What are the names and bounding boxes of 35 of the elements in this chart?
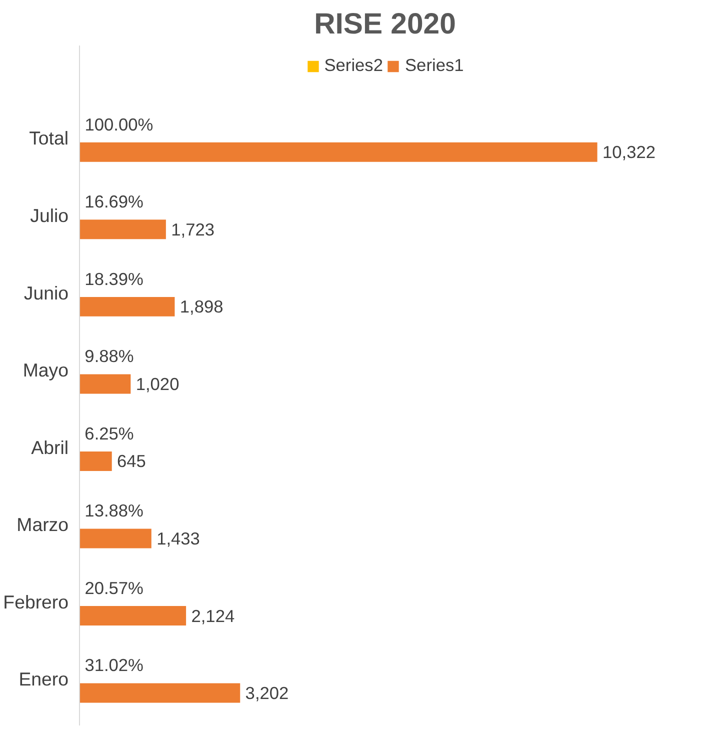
- data-label: 18.39%: [84, 268, 144, 289]
- legend-label: Series2: [324, 55, 383, 76]
- y-tick-label: Febrero: [3, 591, 69, 612]
- data-label: 1,433: [156, 528, 200, 548]
- data-label: 100.00%: [84, 114, 154, 134]
- data-label: 1,898: [180, 296, 224, 317]
- bar: [80, 374, 131, 394]
- y-tick-label: Enero: [18, 668, 69, 690]
- data-label: 1,020: [136, 374, 180, 394]
- bar: [80, 451, 112, 471]
- y-tick-label: Marzo: [16, 514, 69, 536]
- bar: [80, 220, 166, 240]
- data-label: 6.25%: [84, 423, 134, 444]
- data-label: 13.88%: [84, 500, 144, 521]
- data-label: 9.88%: [84, 346, 134, 366]
- data-label: 2,124: [191, 606, 235, 626]
- bar: [80, 296, 175, 316]
- bar: [80, 528, 152, 548]
- data-label: 10,322: [602, 142, 656, 162]
- y-tick-label: Total: [29, 128, 69, 149]
- data-label: 3,202: [245, 683, 289, 704]
- legend-label: Series1: [405, 55, 464, 76]
- y-tick-label: Mayo: [22, 360, 69, 381]
- bar: [80, 142, 598, 162]
- chart-title: RISE 2020: [314, 8, 456, 40]
- y-tick-label: Junio: [24, 282, 69, 304]
- data-label: 645: [117, 451, 146, 472]
- y-tick-label: Julio: [30, 205, 69, 226]
- data-label: 16.69%: [84, 192, 144, 212]
- data-label: 20.57%: [84, 578, 144, 598]
- bar: [80, 683, 240, 703]
- bar: [80, 606, 186, 626]
- data-label: 1,723: [171, 219, 214, 240]
- y-tick-label: Abril: [31, 436, 69, 458]
- data-label: 31.02%: [84, 655, 144, 676]
